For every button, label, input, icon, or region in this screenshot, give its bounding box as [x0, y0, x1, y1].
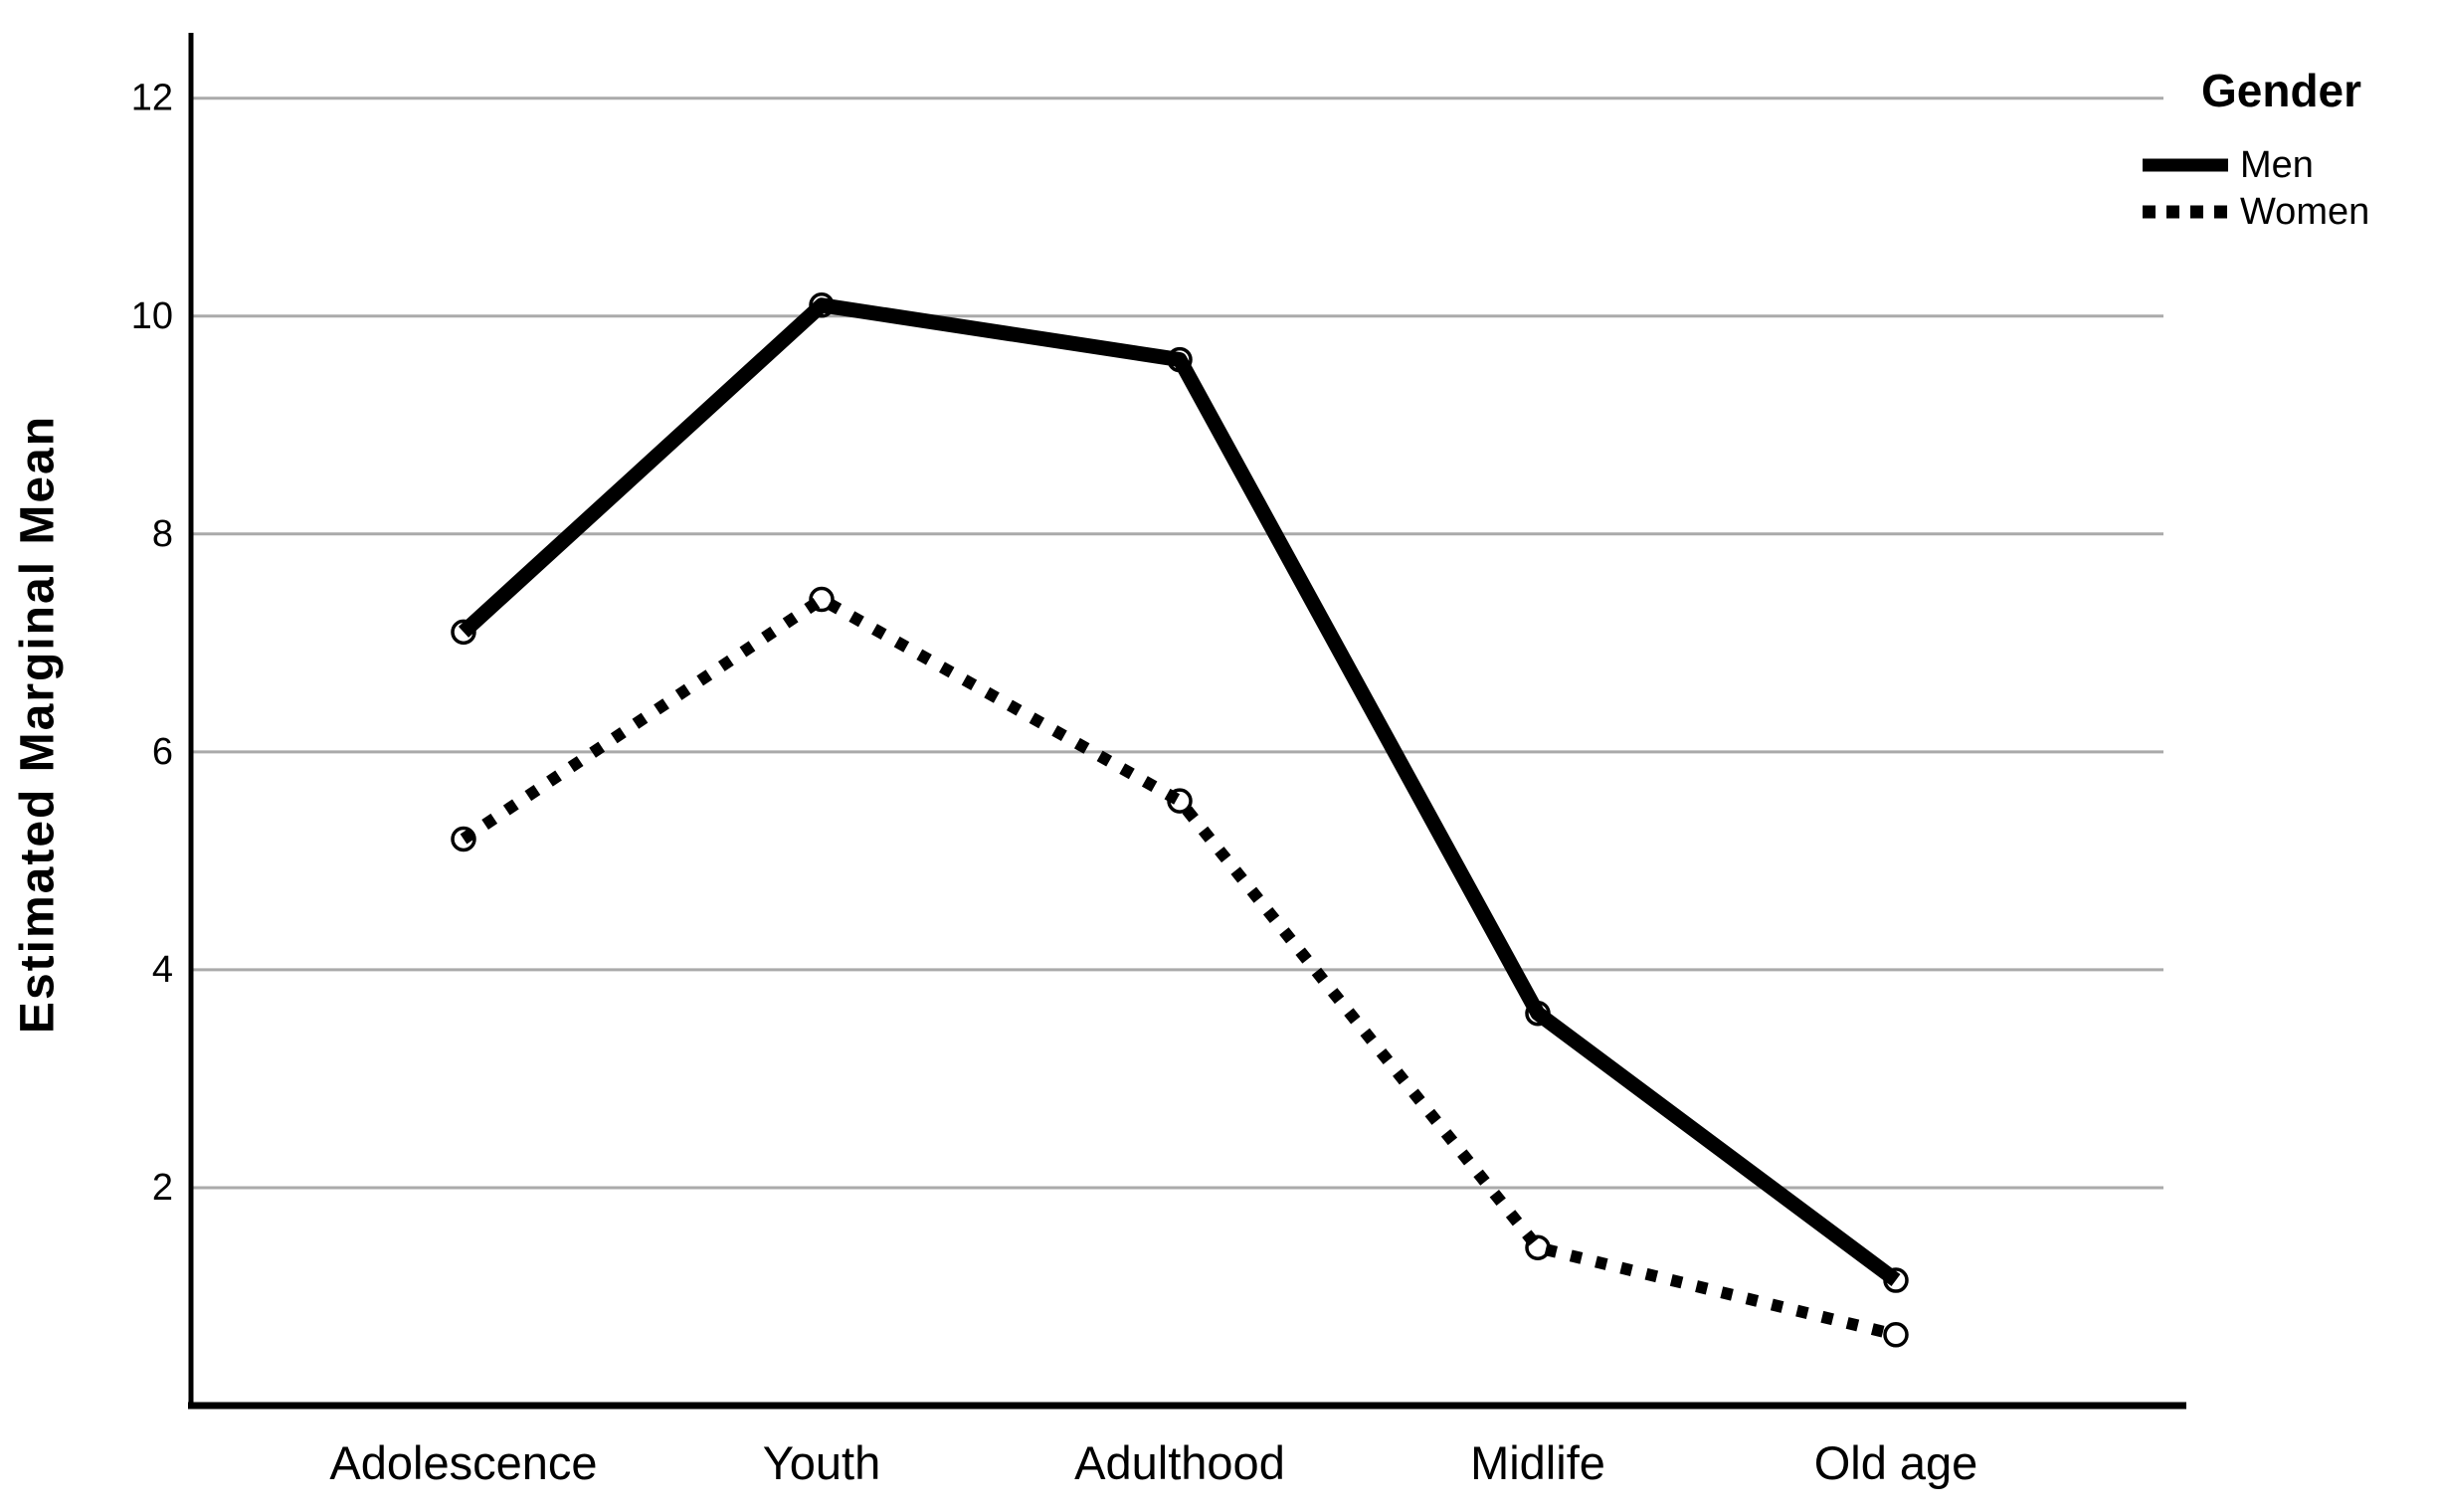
y-tick-label: 4: [152, 949, 173, 991]
women-data-point-marker: [1883, 1322, 1909, 1348]
y-tick-label: 8: [152, 513, 173, 555]
legend: Gender Men Women: [2143, 68, 2369, 232]
legend-label-men: Men: [2240, 144, 2314, 186]
x-category-label: Adulthood: [1074, 1436, 1285, 1489]
legend-item-women: Women: [2143, 192, 2369, 232]
legend-title: Gender: [2201, 65, 2362, 116]
legend-label-women: Women: [2240, 191, 2370, 233]
x-category-label: Old age: [1814, 1436, 1978, 1489]
legend-item-men: Men: [2143, 145, 2369, 185]
women-series-line: [460, 593, 1898, 1341]
y-tick-label: 12: [131, 78, 173, 119]
y-tick-label: 2: [152, 1167, 173, 1209]
men-solid-line-swatch: [2143, 158, 2228, 172]
x-category-label: Adolescence: [329, 1436, 597, 1489]
x-category-label: Midlife: [1470, 1436, 1605, 1489]
men-series-line: [458, 297, 1901, 1287]
women-dotted-line-swatch: [2143, 205, 2228, 219]
y-axis-title: Estimated Marginal Mean: [11, 414, 65, 1035]
y-tick-label: 6: [152, 731, 173, 773]
x-category-label: Youth: [763, 1436, 881, 1489]
y-tick-label: 10: [131, 295, 173, 337]
